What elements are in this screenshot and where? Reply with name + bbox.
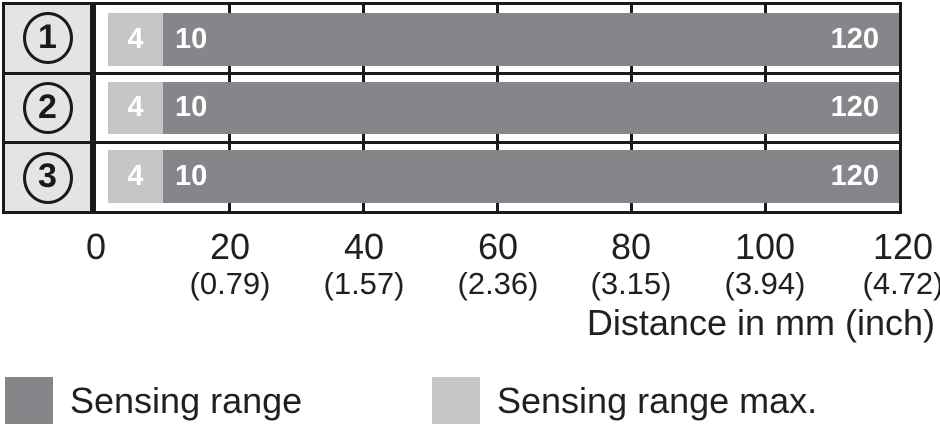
bar-value-max: 4	[127, 22, 144, 55]
x-tick-inch: (3.15)	[590, 265, 672, 301]
x-tick-inch: (2.36)	[457, 265, 539, 301]
x-tick-100mm: 100 (3.94)	[695, 228, 835, 301]
x-tick-mm: 100	[734, 226, 796, 267]
x-tick-mm: 20	[209, 226, 251, 267]
bar-value-end: 120	[830, 91, 879, 124]
row-ref-column: 1 2 3	[2, 2, 93, 214]
bar-row-2: 4 10 120	[96, 74, 899, 143]
circled-number-1: 1	[22, 12, 73, 65]
x-tick-mm: 80	[610, 226, 652, 267]
sensing-range-max-bar-1: 4	[108, 13, 163, 66]
x-tick-inch: (4.72)	[862, 265, 940, 301]
bar-row-1: 4 10 120	[96, 5, 899, 74]
legend-swatch-light	[432, 377, 480, 424]
bar-value-end: 120	[830, 160, 879, 193]
x-tick-inch: (1.57)	[323, 265, 405, 301]
x-tick-20mm: 20 (0.79)	[160, 228, 300, 301]
x-tick-inch: (0.79)	[189, 265, 271, 301]
legend-label: Sensing range max.	[497, 379, 818, 421]
sensing-range-bar-3: 10 120	[163, 150, 899, 203]
plot-area: 4 10 120 4 10 120 4 10 120	[93, 2, 902, 214]
bar-value-min: 10	[175, 91, 208, 124]
row-ref-cell-3: 3	[5, 141, 90, 212]
x-tick-mm: 0	[85, 226, 107, 267]
row-separator-2	[96, 140, 899, 144]
x-tick-40mm: 40 (1.57)	[294, 228, 434, 301]
x-tick-120mm: 120 (4.72)	[833, 228, 940, 301]
sensing-range-bar-1: 10 120	[163, 13, 899, 66]
row-ref-cell-2: 2	[5, 71, 90, 142]
x-tick-inch: (3.94)	[724, 265, 806, 301]
sensing-range-max-bar-3: 4	[108, 150, 163, 203]
row-ref-cell-1: 1	[5, 5, 90, 72]
legend-item-sensing-range: Sensing range	[5, 377, 302, 424]
bar-value-min: 10	[175, 160, 208, 193]
legend-item-sensing-range-max: Sensing range max.	[432, 377, 817, 424]
row-separator-1	[96, 72, 899, 76]
bar-value-min: 10	[175, 22, 208, 55]
circled-number-3: 3	[22, 151, 73, 204]
bar-value-end: 120	[830, 22, 879, 55]
x-axis-title: Distance in mm (inch)	[586, 302, 935, 343]
bar-value-max: 4	[127, 160, 144, 193]
x-tick-0mm: 0	[26, 228, 166, 266]
circled-number-2: 2	[22, 82, 73, 134]
x-tick-mm: 60	[477, 226, 519, 267]
x-tick-60mm: 60 (2.36)	[428, 228, 568, 301]
bar-row-3: 4 10 120	[96, 142, 899, 211]
legend-label: Sensing range	[70, 379, 303, 421]
legend-swatch-dark	[5, 377, 53, 424]
x-tick-80mm: 80 (3.15)	[561, 228, 701, 301]
x-tick-mm: 40	[343, 226, 385, 267]
sensing-range-bar-2: 10 120	[163, 81, 899, 135]
x-tick-mm: 120	[872, 226, 934, 267]
sensing-range-max-bar-2: 4	[108, 81, 163, 135]
bar-value-max: 4	[127, 91, 144, 124]
